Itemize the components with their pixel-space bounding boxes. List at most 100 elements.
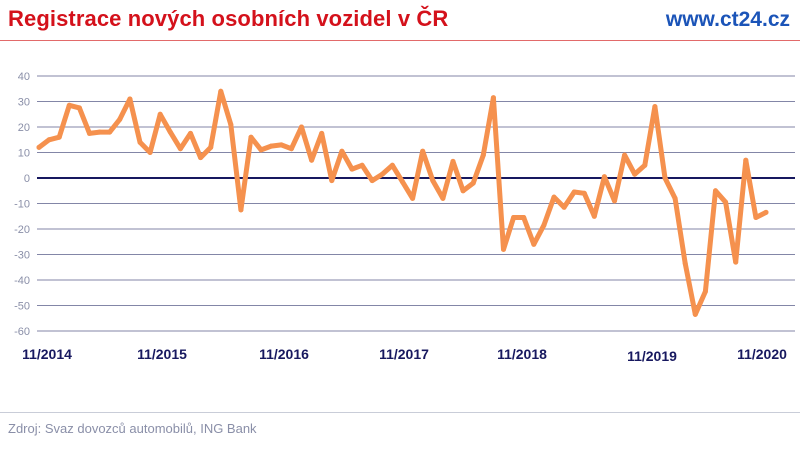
data-point	[319, 130, 325, 136]
data-point	[652, 104, 658, 110]
data-point	[228, 122, 234, 127]
data-point	[278, 142, 284, 148]
data-point	[642, 162, 648, 168]
data-point	[208, 144, 214, 150]
data-point	[127, 96, 133, 102]
y-axis-ticks: 40 30 20 10 0 -10 -20 -30 -40 -50 -60	[14, 71, 30, 338]
data-point	[137, 139, 143, 145]
x-axis-ticks: 11/2014 11/2015 11/2016 11/2017 11/2018 11/20…	[22, 346, 787, 364]
data-point	[167, 129, 173, 135]
data-point	[460, 188, 466, 194]
y-tick-label: 0	[24, 173, 30, 185]
source-note: Zdroj: Svaz dovozců automobilů, ING Bank	[8, 421, 257, 436]
x-tick-label: 11/2020	[737, 346, 787, 362]
data-point	[531, 241, 537, 247]
data-point	[511, 215, 517, 220]
grid-lines	[37, 75, 795, 332]
data-point	[612, 198, 617, 204]
data-point	[430, 178, 436, 184]
data-point	[440, 195, 446, 201]
data-point	[157, 111, 163, 117]
data-point	[551, 194, 557, 200]
y-tick-label: 20	[18, 122, 30, 134]
data-point	[177, 146, 183, 152]
data-point	[501, 246, 506, 252]
data-point	[601, 174, 607, 180]
y-tick-label: -40	[14, 275, 30, 287]
data-point	[329, 178, 335, 184]
data-point	[591, 213, 597, 219]
data-point	[117, 116, 123, 122]
x-tick-label: 11/2017	[379, 346, 429, 362]
data-point	[389, 162, 395, 168]
data-point	[622, 152, 628, 158]
data-point	[420, 148, 426, 154]
data-point	[682, 260, 688, 266]
data-point	[339, 148, 345, 154]
data-point	[258, 147, 264, 153]
y-tick-label: -30	[14, 250, 30, 262]
data-point	[97, 129, 103, 135]
data-point	[359, 162, 365, 168]
data-point	[521, 215, 527, 220]
data-point	[561, 204, 567, 210]
data-point	[662, 175, 668, 181]
data-point	[147, 150, 153, 155]
data-point	[188, 130, 193, 136]
y-tick-label: 40	[18, 71, 30, 83]
data-point	[309, 157, 315, 163]
y-tick-label: 30	[18, 97, 30, 109]
y-tick-label: -60	[14, 326, 30, 338]
footer-divider	[0, 412, 800, 413]
page-title: Registrace nových osobních vozidel v ČR	[8, 6, 449, 31]
x-tick-label: 11/2018	[497, 346, 547, 362]
x-tick-label: 11/2016	[259, 346, 309, 362]
data-point	[400, 179, 405, 185]
data-point	[480, 152, 486, 158]
data-point	[723, 199, 729, 205]
data-point	[349, 166, 355, 172]
data-point	[763, 209, 769, 215]
data-point	[733, 259, 739, 265]
data-point	[107, 129, 113, 135]
data-point	[56, 134, 62, 140]
data-point	[490, 95, 496, 101]
series-layer	[36, 88, 769, 317]
data-point	[713, 188, 718, 194]
data-point	[470, 180, 476, 186]
data-point	[238, 207, 244, 213]
data-point	[288, 146, 294, 152]
data-point	[702, 289, 708, 294]
data-point	[66, 102, 72, 108]
data-point	[753, 215, 759, 220]
data-point	[76, 105, 82, 111]
data-point	[410, 195, 416, 201]
x-tick-label: 11/2014	[22, 346, 72, 362]
data-point	[36, 144, 42, 150]
data-point	[299, 124, 304, 130]
data-point	[743, 157, 749, 163]
data-point	[692, 311, 698, 317]
x-tick-label: 11/2015	[137, 346, 187, 362]
site-url-link[interactable]: www.ct24.cz	[665, 8, 790, 31]
series-line	[36, 88, 769, 317]
data-point	[218, 88, 224, 94]
data-point	[379, 171, 385, 177]
data-point	[248, 134, 254, 140]
x-tick-label: 11/2019	[627, 348, 677, 364]
data-point	[632, 171, 638, 177]
data-point	[268, 143, 274, 149]
data-point	[450, 158, 456, 164]
data-point	[369, 178, 375, 184]
y-tick-label: -10	[14, 199, 30, 211]
y-tick-label: -50	[14, 301, 30, 313]
data-point	[571, 189, 577, 195]
data-point	[672, 195, 678, 201]
header-divider	[0, 40, 800, 41]
data-point	[581, 190, 587, 196]
data-point	[198, 155, 204, 161]
data-point	[87, 130, 92, 136]
y-tick-label: 10	[18, 148, 30, 160]
data-point	[46, 137, 52, 143]
